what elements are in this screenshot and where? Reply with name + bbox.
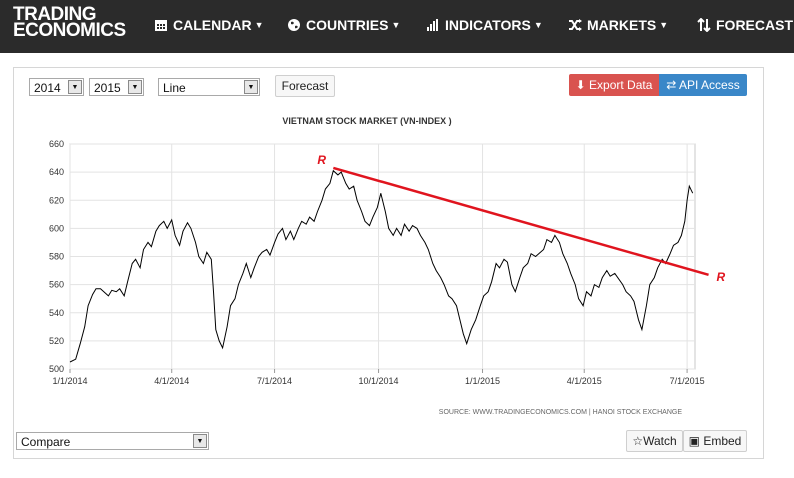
y-tick-label: 660	[49, 139, 64, 149]
end-year-value: 2015	[94, 81, 121, 95]
y-tick-label: 520	[49, 336, 64, 346]
chevron-down-icon: ▼	[254, 20, 264, 30]
nav-countries[interactable]: COUNTRIES ▼	[287, 17, 400, 33]
calendar-icon	[155, 20, 167, 31]
end-year-select[interactable]: 2015 ▼	[89, 78, 144, 96]
nav-indicators[interactable]: INDICATORS ▼	[426, 17, 543, 33]
grid-lines	[69, 143, 695, 370]
download-icon: ⬇	[575, 78, 586, 92]
logo-line-1: TRADING	[13, 4, 97, 25]
x-tick-label: 7/1/2015	[670, 376, 705, 386]
nav-calendar-label: CALENDAR	[173, 17, 252, 33]
top-navigation-bar: TRADING ECONOMICS CALENDAR ▼ COUNTRIES ▼…	[0, 0, 794, 53]
site-logo[interactable]: TRADING ECONOMICS	[13, 4, 126, 41]
embed-button[interactable]: ▣ Embed	[683, 430, 747, 452]
exchange-icon: ⇄	[666, 78, 677, 92]
api-access-label: API Access	[679, 78, 740, 92]
dropdown-arrow-icon[interactable]: ▼	[193, 434, 207, 448]
logo-line-2: ECONOMICS	[13, 20, 126, 41]
dropdown-arrow-icon[interactable]: ▼	[128, 80, 142, 94]
x-tick-label: 4/1/2015	[567, 376, 602, 386]
watch-label: Watch	[643, 434, 677, 448]
nav-countries-label: COUNTRIES	[306, 17, 389, 33]
chart-source: SOURCE: WWW.TRADINGECONOMICS.COM | HANOI…	[439, 409, 683, 416]
compare-select[interactable]: Compare ▼	[16, 432, 209, 450]
dropdown-arrow-icon[interactable]: ▼	[244, 80, 258, 94]
start-year-value: 2014	[34, 81, 61, 95]
sort-arrows-icon	[697, 18, 711, 32]
nav-forecast-label: FORECAST	[716, 17, 793, 33]
x-tick-label: 1/1/2015	[465, 376, 500, 386]
chevron-down-icon: ▼	[659, 20, 669, 30]
y-tick-label: 560	[49, 280, 64, 290]
trendline-end-label: R	[717, 270, 726, 284]
bar-chart-icon	[427, 19, 438, 31]
nav-markets-label: MARKETS	[587, 17, 657, 33]
y-axis-ticks: 500 520 540 560 580 600 620 640 660	[49, 139, 64, 374]
x-tick-label: 1/1/2014	[52, 376, 87, 386]
export-data-label: Export Data	[589, 78, 653, 92]
x-axis-ticks: 1/1/2014 4/1/2014 7/1/2014 10/1/2014 1/1/201…	[52, 369, 705, 386]
nav-indicators-label: INDICATORS	[445, 17, 531, 33]
y-tick-label: 540	[49, 308, 64, 318]
y-tick-label: 580	[49, 252, 64, 262]
image-icon: ▣	[688, 434, 700, 448]
compare-label: Compare	[21, 435, 71, 449]
trendline-start-label: R	[317, 153, 326, 167]
embed-label: Embed	[703, 434, 742, 448]
chart-title: VIETNAM STOCK MARKET (VN-INDEX )	[282, 116, 451, 126]
chart-type-select[interactable]: Line ▼	[158, 78, 260, 96]
nav-markets[interactable]: MARKETS ▼	[568, 17, 668, 33]
x-tick-label: 4/1/2014	[154, 376, 189, 386]
dropdown-arrow-icon[interactable]: ▼	[68, 80, 82, 94]
api-access-button[interactable]: ⇄ API Access	[659, 74, 747, 96]
trendline-layer: RR	[317, 153, 725, 284]
vn-index-series-line	[69, 169, 694, 363]
nav-forecast[interactable]: FORECAST	[697, 17, 793, 33]
start-year-select[interactable]: 2014 ▼	[29, 78, 84, 96]
y-tick-label: 620	[49, 195, 64, 205]
shuffle-icon	[569, 19, 582, 31]
globe-icon	[288, 19, 300, 31]
x-tick-label: 7/1/2014	[257, 376, 292, 386]
y-tick-label: 500	[49, 364, 64, 374]
resistance-trendline	[332, 166, 709, 276]
x-tick-label: 10/1/2014	[359, 376, 399, 386]
chart-type-value: Line	[163, 81, 186, 95]
series-layer	[69, 169, 694, 363]
chevron-down-icon: ▼	[533, 20, 543, 30]
export-data-button[interactable]: ⬇ Export Data	[569, 74, 659, 96]
y-tick-label: 640	[49, 167, 64, 177]
nav-calendar[interactable]: CALENDAR ▼	[154, 17, 263, 33]
forecast-button[interactable]: Forecast	[275, 75, 335, 97]
chart-panel: 2014 ▼ 2015 ▼ Line ▼ Forecast ⬇ Export D…	[13, 67, 764, 459]
y-tick-label: 600	[49, 223, 64, 233]
watch-button[interactable]: ☆Watch	[626, 430, 683, 452]
star-icon: ☆	[632, 434, 644, 448]
chevron-down-icon: ▼	[391, 20, 401, 30]
